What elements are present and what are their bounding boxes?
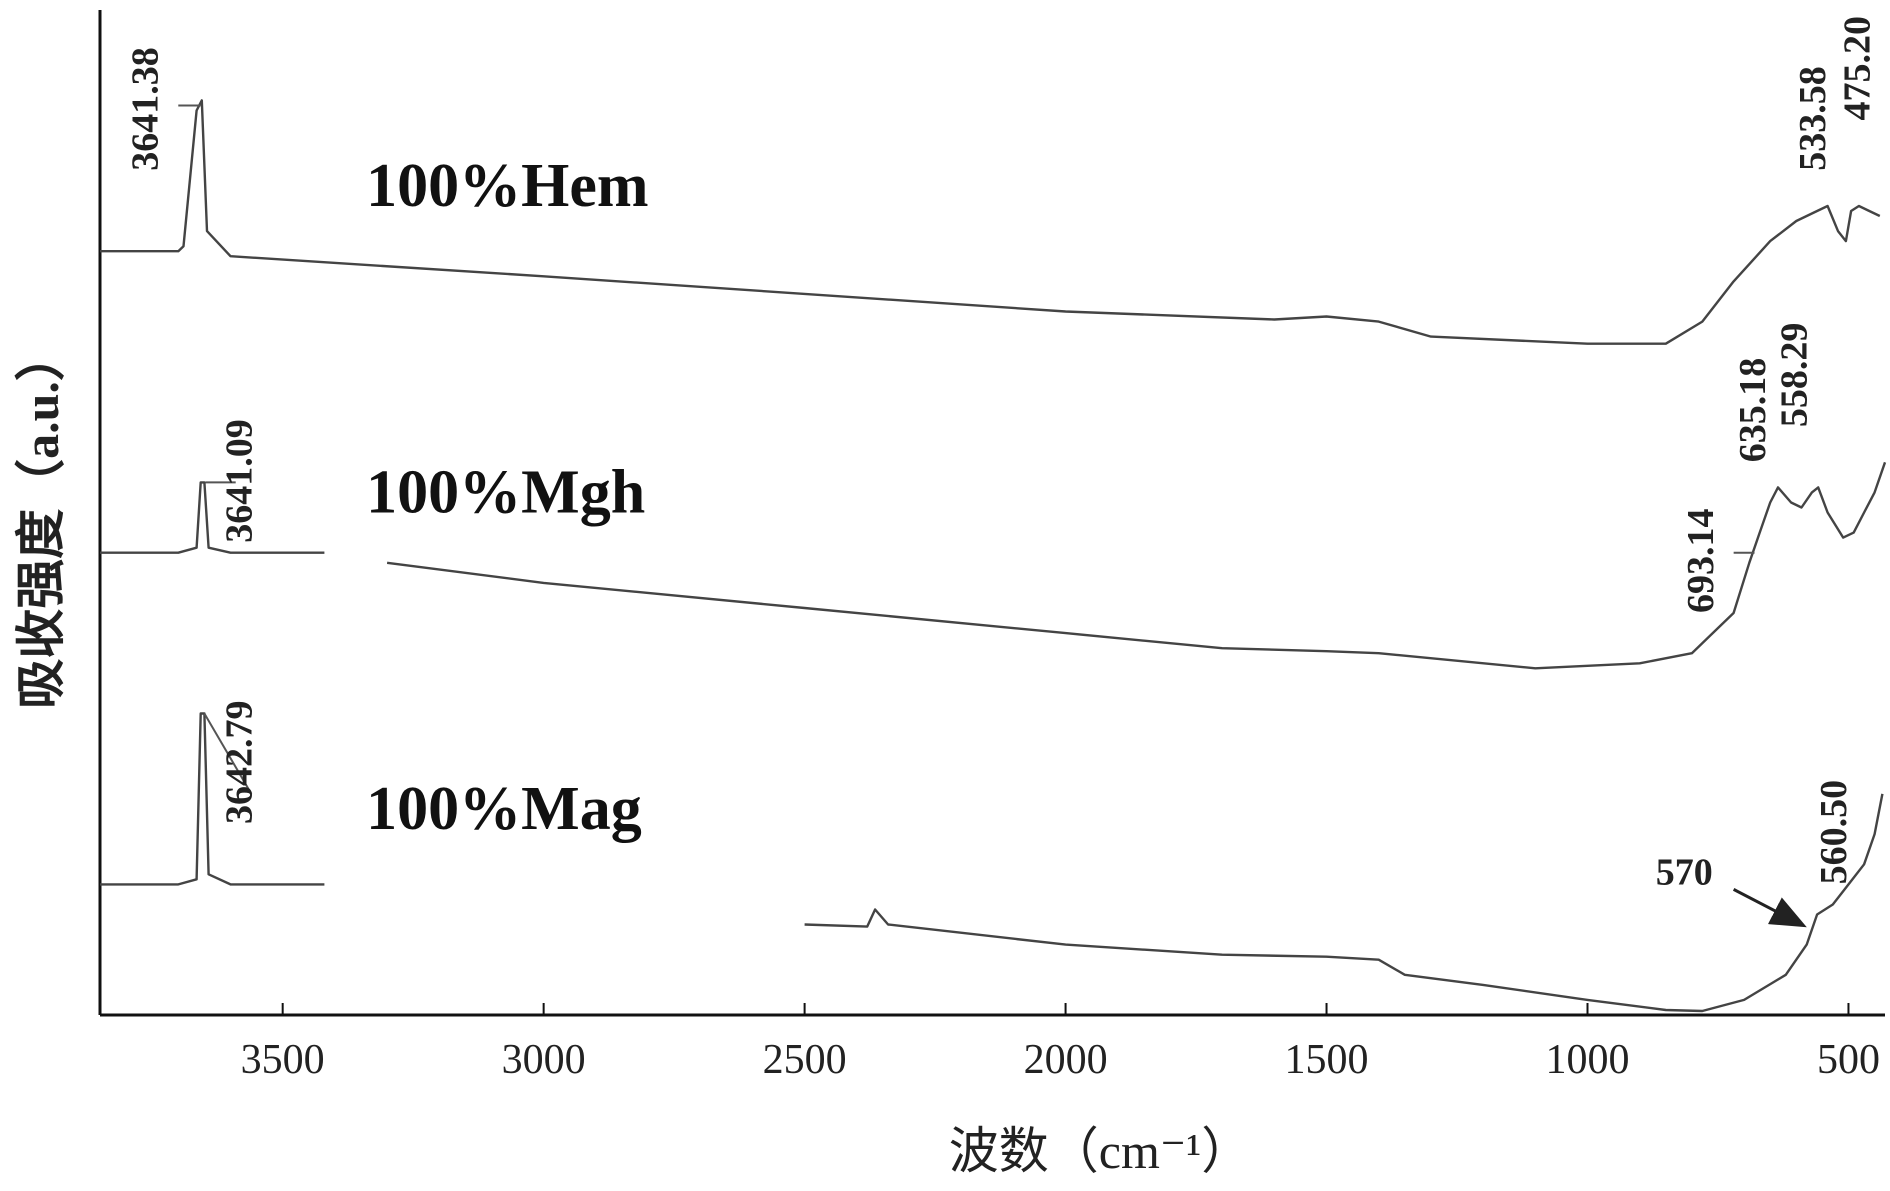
peak-annotation: 475.20 (1836, 16, 1878, 121)
peak-annotation: 3641.38 (124, 47, 166, 171)
x-tick-label: 3000 (502, 1037, 586, 1083)
series-layer: 100%Hem 100%Mgh 100%Mag (100, 99, 1887, 1013)
peak-annotation: 635.18 (1732, 358, 1774, 463)
annotation-layer: 3641.38 533.58 475.20 3641.09 693.14 635.18 55… (124, 16, 1878, 928)
series-label: 100%Mag (366, 775, 642, 843)
peak-annotation: 3641.09 (218, 419, 260, 543)
x-tick-label: 2000 (1024, 1037, 1108, 1083)
peak-annotation: 570 (1656, 851, 1713, 893)
x-axis-label: 波数（cm⁻¹） (949, 1123, 1251, 1179)
annotation-leader (1732, 888, 1807, 928)
series-line-100pcthem (100, 99, 1881, 345)
series-line-100pctmag (804, 793, 1884, 1013)
series-label: 100%Mgh (366, 459, 645, 527)
series-line-100pctmgh (386, 461, 1887, 670)
peak-annotation: 533.58 (1792, 66, 1834, 171)
x-tick-label: 2500 (763, 1037, 847, 1083)
annotation-leader (203, 712, 253, 795)
x-tick-label: 1500 (1285, 1037, 1369, 1083)
series-label: 100%Hem (366, 152, 648, 220)
x-tick-label: 3500 (241, 1037, 325, 1083)
ticks-layer: 3500 3000 2500 2000 1500 1000 500 (241, 1003, 1880, 1083)
x-tick-label: 500 (1817, 1037, 1880, 1083)
peak-annotation: 693.14 (1680, 509, 1722, 614)
y-axis-label: 吸收强度（a.u.） (13, 331, 69, 709)
peak-annotation: 3642.79 (218, 701, 260, 825)
x-tick-label: 1000 (1546, 1037, 1630, 1083)
series-line-100pctmag (100, 712, 325, 886)
series-line-100pctmgh (100, 481, 325, 554)
peak-annotation: 560.50 (1813, 780, 1855, 885)
peak-annotation: 558.29 (1774, 323, 1816, 428)
